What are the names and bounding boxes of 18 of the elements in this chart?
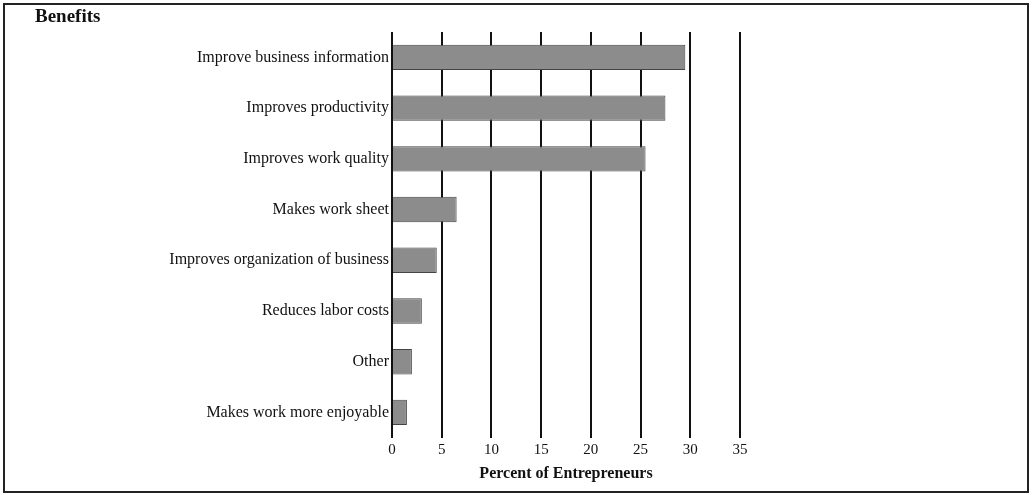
y-tick-label: Makes work sheet bbox=[272, 199, 390, 217]
x-tick-label: 30 bbox=[682, 440, 698, 457]
x-tick-label: 25 bbox=[633, 440, 649, 457]
y-tick-label: Improves organization of business bbox=[169, 250, 389, 269]
x-tick-label: 5 bbox=[437, 440, 446, 457]
x-tick-label: 35 bbox=[732, 440, 748, 457]
y-tick-label: Improve business information bbox=[197, 47, 389, 66]
text: Benefits bbox=[35, 5, 101, 27]
x-tick-label: 10 bbox=[483, 440, 499, 457]
x-tick-label: 15 bbox=[533, 440, 549, 457]
x-tick-label: 0 bbox=[388, 440, 396, 457]
x-tick-label: 20 bbox=[583, 440, 599, 457]
y-tick-label: Other bbox=[352, 351, 390, 369]
y-tick-label: Improves work quality bbox=[243, 149, 389, 168]
x-axis-title: Percent of Entrepreneurs bbox=[479, 463, 653, 482]
y-tick-label: Improves productivity bbox=[246, 98, 389, 117]
y-tick-label: Makes work more enjoyable bbox=[206, 402, 389, 421]
y-tick-label: Reduces labor costs bbox=[261, 301, 389, 319]
